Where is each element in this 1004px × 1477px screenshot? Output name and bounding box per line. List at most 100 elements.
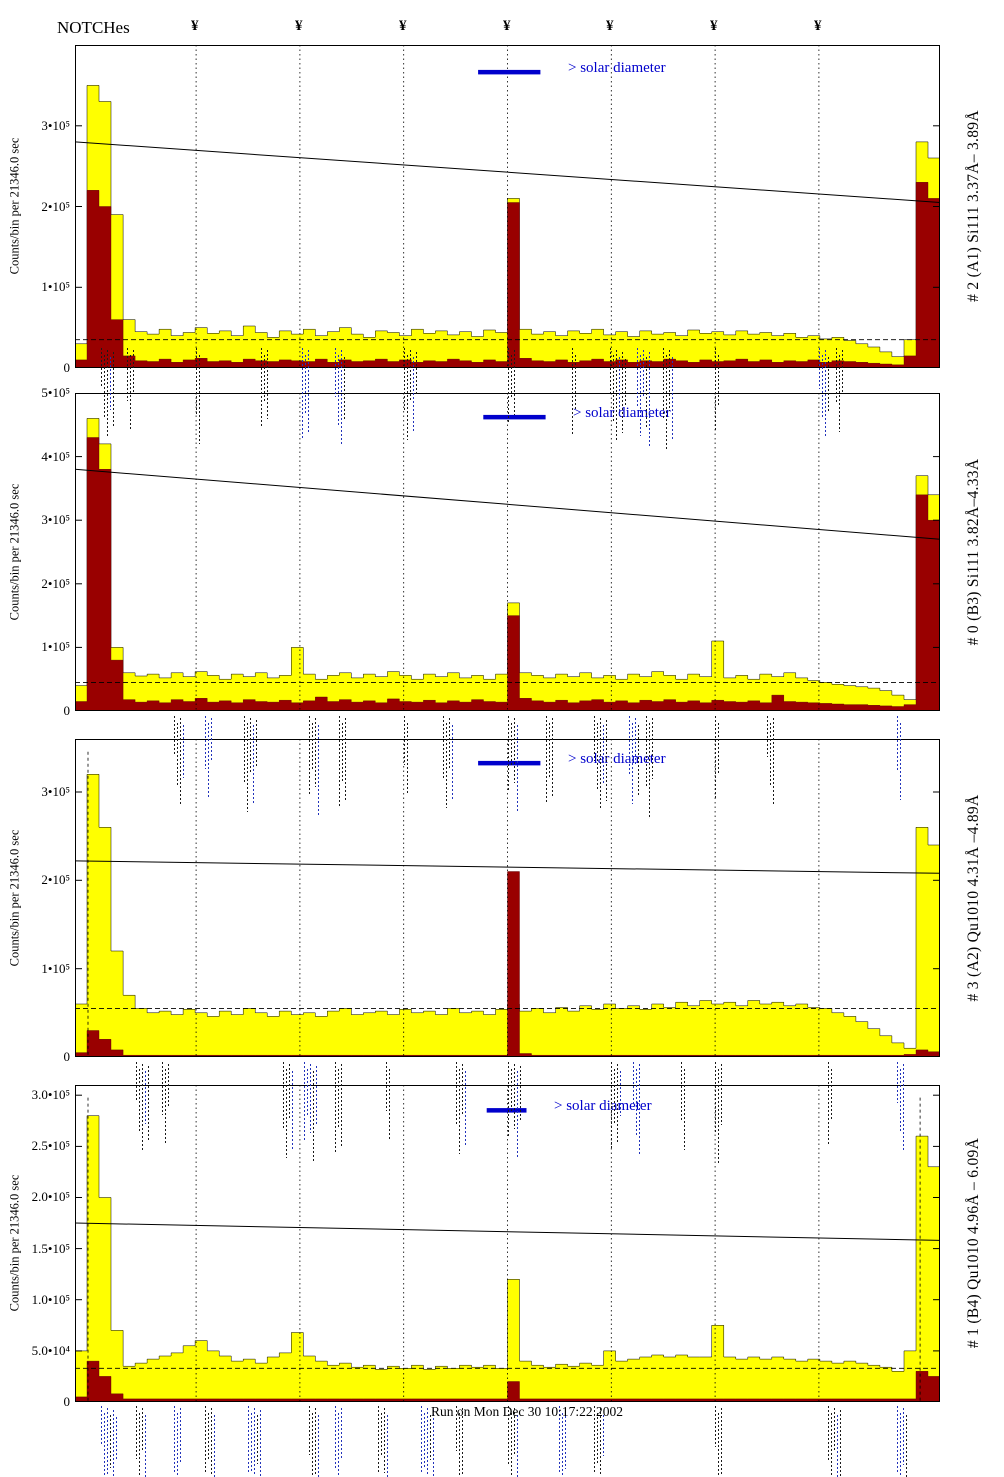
annotation-mark	[289, 1064, 290, 1120]
annotation-mark	[465, 1071, 466, 1146]
annotation-mark	[205, 1406, 206, 1474]
notches-label: NOTCHes	[57, 18, 130, 37]
annotation-mark	[767, 716, 768, 757]
annotation-mark	[834, 1408, 835, 1452]
annotation-mark	[508, 716, 509, 791]
annotation-mark	[446, 723, 447, 808]
annotation-mark	[456, 1062, 457, 1124]
annotation-mark	[139, 1069, 140, 1132]
annotation-mark	[610, 348, 611, 393]
annotation-mark	[614, 1069, 615, 1124]
annotation-mark	[831, 1069, 832, 1120]
annotation-mark	[635, 718, 636, 766]
annotation-mark	[177, 723, 178, 786]
annotation-mark	[520, 1066, 521, 1121]
annotation-mark	[552, 718, 553, 796]
annotation-mark	[208, 1413, 209, 1459]
annotation-mark	[310, 1064, 311, 1133]
annotation-mark	[389, 1069, 390, 1141]
annotation-mark	[162, 1062, 163, 1115]
annotation-mark	[104, 1413, 105, 1476]
annotation-mark	[718, 355, 719, 406]
annotation-mark	[341, 350, 342, 445]
annotation-mark	[640, 355, 641, 436]
annotation-mark	[136, 1062, 137, 1102]
solar-diameter-bar	[483, 414, 546, 420]
annotation-mark	[410, 350, 411, 402]
annotation-mark	[681, 1062, 682, 1120]
red-histogram-path	[75, 1360, 940, 1402]
annotation-mark	[145, 1415, 146, 1477]
notch-symbol: ¥	[399, 18, 407, 34]
annotation-mark	[632, 723, 633, 804]
annotation-mark	[684, 1069, 685, 1150]
annotation-mark	[339, 716, 340, 808]
annotation-mark	[594, 1406, 595, 1474]
y-tick-label: 5.0•10⁴	[31, 1343, 70, 1358]
annotation-mark	[562, 1413, 563, 1477]
annotation-mark	[253, 725, 254, 804]
annotation-mark	[113, 1410, 114, 1477]
notch-symbol: ¥	[814, 18, 822, 34]
annotation-mark	[251, 1413, 252, 1472]
annotation-mark	[462, 1064, 463, 1116]
annotation-mark	[247, 723, 248, 812]
y-tick-label: 2.5•10⁵	[31, 1138, 70, 1153]
annotation-mark	[254, 1408, 255, 1476]
panel-title-2: # 3 (A2) Qu1010 4.31Å –4.89Å	[965, 794, 982, 1002]
annotation-mark	[130, 355, 131, 431]
annotation-mark	[508, 348, 509, 423]
annotation-mark	[165, 1069, 166, 1145]
y-tick-label: 3.0•10⁵	[31, 1087, 70, 1102]
notch-symbol: ¥	[606, 18, 614, 34]
panel-title-1: # 0 (B3) Si111 3.82Å–4.33Å	[965, 458, 982, 646]
annotation-mark	[514, 350, 515, 415]
y-tick-label: 2.0•10⁵	[31, 1189, 70, 1204]
annotation-mark	[344, 357, 345, 419]
annotation-mark	[142, 1408, 143, 1451]
annotation-mark	[825, 350, 826, 437]
solar-diameter-label-0: > solar diameter	[568, 60, 666, 76]
annotation-mark	[546, 716, 547, 804]
annotation-mark	[315, 1408, 316, 1476]
annotation-mark	[611, 1062, 612, 1150]
annotation-mark	[669, 350, 670, 411]
annotation-mark	[199, 355, 200, 444]
annotation-mark	[110, 1415, 111, 1468]
annotation-mark	[559, 1406, 560, 1474]
annotation-mark	[663, 348, 664, 419]
annotation-mark	[828, 357, 829, 411]
annotation-mark	[575, 355, 576, 410]
annotation-mark	[312, 723, 313, 769]
annotation-mark	[619, 357, 620, 415]
annotation-mark	[433, 1410, 434, 1477]
y-tick-label: 1•10⁵	[41, 961, 70, 976]
histogram-chart-1	[75, 393, 940, 711]
annotation-mark	[514, 1064, 515, 1129]
annotation-mark	[511, 355, 512, 397]
annotation-mark	[250, 718, 251, 774]
annotation-mark	[903, 1064, 904, 1151]
annotation-mark	[345, 718, 346, 800]
annotation-mark	[309, 1406, 310, 1455]
annotation-mark	[517, 1415, 518, 1477]
y-tick-label: 3•10⁵	[41, 512, 70, 527]
annotation-mark	[384, 1408, 385, 1473]
annotation-mark	[180, 718, 181, 804]
annotation-mark	[341, 1408, 342, 1460]
histogram-chart-3	[75, 1085, 940, 1402]
y-tick-label: 1•10⁵	[41, 279, 70, 294]
annotation-mark	[338, 1069, 339, 1128]
annotation-mark	[459, 1069, 460, 1154]
annotation-mark	[248, 1406, 249, 1474]
annotation-mark	[511, 1069, 512, 1111]
annotation-mark	[316, 1066, 317, 1125]
annotation-mark	[721, 1064, 722, 1125]
annotation-mark	[836, 348, 837, 402]
trend-line	[75, 860, 940, 874]
annotation-mark	[617, 1064, 618, 1142]
annotation-mark	[643, 350, 644, 398]
annotation-mark	[283, 1062, 284, 1128]
annotation-mark	[572, 348, 573, 436]
annotation-mark	[267, 350, 268, 419]
